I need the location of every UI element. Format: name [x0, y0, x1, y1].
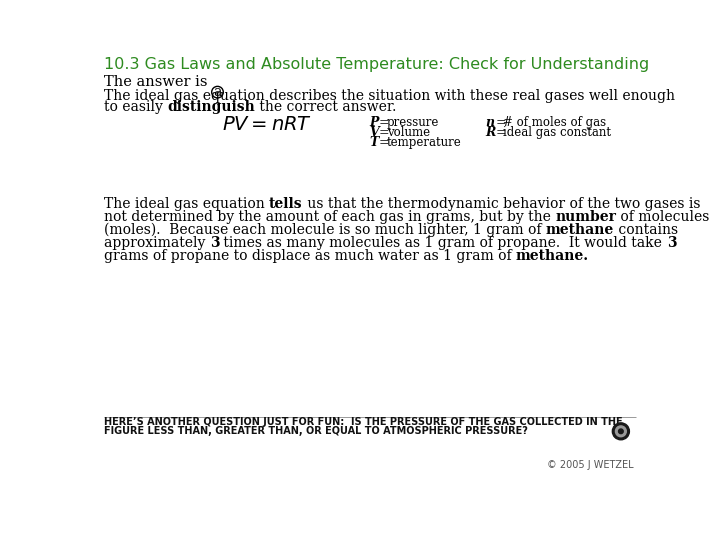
- Circle shape: [612, 423, 629, 440]
- Text: volume: volume: [387, 126, 430, 139]
- Text: (moles).  Because each molecule is so much lighter, 1 gram of: (moles). Because each molecule is so muc…: [104, 223, 546, 237]
- Circle shape: [618, 429, 624, 434]
- Text: =: =: [379, 136, 390, 148]
- Text: number: number: [555, 210, 616, 224]
- Text: $\mathit{PV = nRT}$: $\mathit{PV = nRT}$: [222, 115, 312, 134]
- Text: 3: 3: [667, 237, 676, 251]
- Text: pressure: pressure: [387, 116, 439, 129]
- Text: P: P: [369, 116, 379, 129]
- Text: HERE’S ANOTHER QUESTION JUST FOR FUN:  IS THE PRESSURE OF THE GAS COLLECTED IN T: HERE’S ANOTHER QUESTION JUST FOR FUN: IS…: [104, 417, 623, 427]
- Text: distinguish: distinguish: [167, 100, 255, 114]
- Text: of molecules: of molecules: [616, 210, 709, 224]
- Text: the correct answer.: the correct answer.: [255, 100, 396, 114]
- Text: T: T: [369, 136, 378, 148]
- Text: The ideal gas equation: The ideal gas equation: [104, 197, 269, 211]
- Text: grams of propane to displace as much water as 1 gram of: grams of propane to displace as much wat…: [104, 249, 516, 264]
- Text: n: n: [485, 116, 495, 129]
- Text: us that the thermodynamic behavior of the two gases is: us that the thermodynamic behavior of th…: [302, 197, 701, 211]
- Text: not determined by the amount of each gas in grams, but by the: not determined by the amount of each gas…: [104, 210, 555, 224]
- Text: # of moles of gas: # of moles of gas: [503, 116, 606, 129]
- Text: a: a: [213, 85, 222, 99]
- Text: V: V: [369, 126, 379, 139]
- Text: The answer is: The answer is: [104, 76, 212, 90]
- Text: =: =: [379, 116, 390, 129]
- Text: ideal gas constant: ideal gas constant: [503, 126, 611, 139]
- Circle shape: [616, 426, 626, 437]
- Text: methane.: methane.: [516, 249, 589, 264]
- Text: The ideal gas equation describes the situation with these real gases well enough: The ideal gas equation describes the sit…: [104, 89, 675, 103]
- Text: R: R: [485, 126, 495, 139]
- Text: FIGURE LESS THAN, GREATER THAN, OR EQUAL TO ATMOSPHERIC PRESSURE?: FIGURE LESS THAN, GREATER THAN, OR EQUAL…: [104, 426, 528, 436]
- Text: =: =: [379, 126, 390, 139]
- Text: 10.3 Gas Laws and Absolute Temperature: Check for Understanding: 10.3 Gas Laws and Absolute Temperature: …: [104, 57, 649, 72]
- Text: contains: contains: [614, 223, 678, 237]
- Text: tells: tells: [269, 197, 302, 211]
- Text: =: =: [495, 126, 506, 139]
- Text: © 2005 J WETZEL: © 2005 J WETZEL: [547, 460, 634, 470]
- Text: to easily: to easily: [104, 100, 167, 114]
- Text: The answer is: The answer is: [104, 76, 212, 90]
- Text: 3: 3: [210, 237, 220, 251]
- Text: methane: methane: [546, 223, 614, 237]
- Text: temperature: temperature: [387, 136, 462, 148]
- Text: approximately: approximately: [104, 237, 210, 251]
- Text: =: =: [495, 116, 506, 129]
- Text: times as many molecules as 1 gram of propane.  It would take: times as many molecules as 1 gram of pro…: [220, 237, 667, 251]
